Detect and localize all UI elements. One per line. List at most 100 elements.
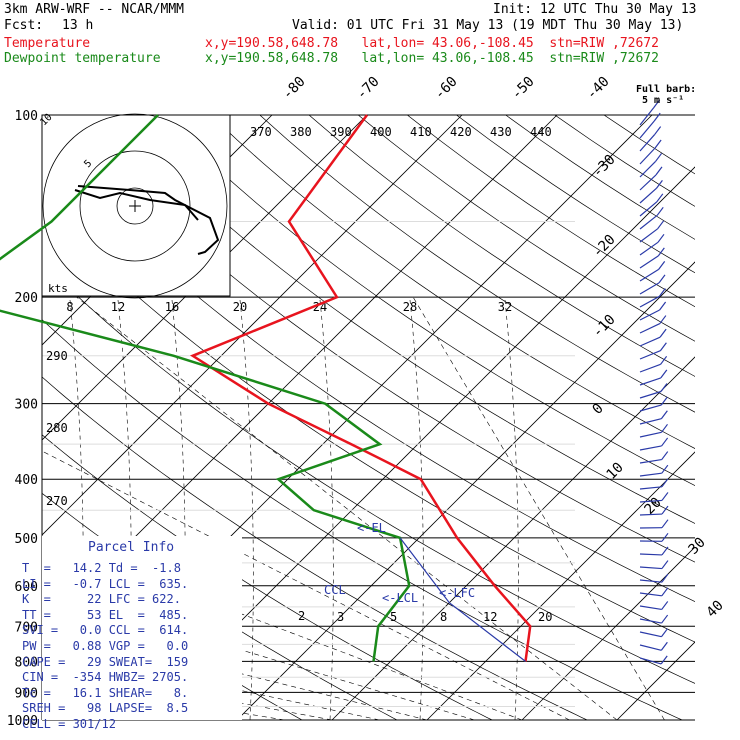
pressure-tick-label: 600 [15,580,38,595]
isotherm-label: -60 [432,74,461,103]
wind-barb-shaft [639,107,655,126]
temp-info: x,y=190.58,648.78 lat,lon= 43.06,-108.45… [205,36,659,51]
dew-info: x,y=190.58,648.78 lat,lon= 43.06,-108.45… [205,51,659,66]
wind-barb-shaft [639,214,658,230]
profile-dewpoint [0,114,411,662]
wind-barb-flag [655,179,663,189]
mixing-ratio-label: 3 [337,610,344,624]
barb-key-line2: 5 m s⁻¹ [642,95,685,106]
wind-barb-flag [661,614,669,624]
left-theta-label: 270 [46,494,68,508]
wind-barb-shaft [639,120,655,139]
isotherm-line [236,261,695,720]
hodograph-kts-label: kts [48,282,68,295]
wind-barb-flag [661,437,669,447]
wind-barb-flag [660,396,668,406]
wind-barb-flag [661,478,669,488]
wind-barb-shaft [639,644,662,651]
wind-barb-flag [659,315,667,324]
parcel-marker-label: <-LFC [439,586,475,600]
hodograph-ring [116,187,154,225]
moist-adiabat [42,623,428,720]
wind-barb-flag [661,532,669,542]
wind-barb-shaft [639,553,663,556]
wind-barb-flag [661,519,669,529]
init-time: Init: 12 UTC Thu 30 May 13 [493,2,697,17]
isotherm-line [616,641,695,720]
dry-adiabat [603,115,695,175]
wind-barb-flag [658,274,666,284]
theta-label: 430 [490,125,512,139]
wind-barb-shaft [639,147,656,165]
moist-adiabat [712,297,740,720]
dry-adiabat [210,115,695,449]
wind-barb-shaft [639,566,662,570]
wind-barb-flag [654,139,662,149]
parcel-row: SVI = 0.0 CCL = 614. [22,623,189,638]
pressure-tick-label: 700 [15,620,38,635]
wind-barb-flag [658,288,666,297]
wind-barb-flag [655,166,663,176]
wind-barb-shaft [639,657,662,665]
pressure-tick-label: 1000 [7,714,38,729]
wind-barb-shaft [639,458,662,464]
parcel-marker-label: CCL [324,583,346,597]
moist-adiabat [42,450,570,720]
wind-barb-flag [660,369,668,379]
wind-barb-shaft [639,579,662,583]
wind-barb-shaft [639,295,660,308]
isotherm-line [331,356,695,720]
pressure-tick-label: 400 [15,473,38,488]
parcel-row: K = 22 LFC = 622. [22,592,181,607]
wind-barb-shaft [639,377,662,386]
wind-barb-flag [661,628,668,638]
wind-barb-flag [661,492,669,501]
wind-barb-shaft [639,350,661,360]
pressure-tick-label: 800 [15,655,38,670]
wind-barb-shaft [639,390,662,399]
isotherm-label: -50 [509,74,538,103]
wind-barb-flag [661,573,669,583]
left-theta-label: 290 [46,349,68,363]
wind-barb-shaft [639,336,661,347]
wind-barb-shaft [639,431,662,438]
wind-barb-shaft [639,418,662,425]
wind-barb-flag [659,328,667,338]
wind-barb-shaft [639,445,662,451]
wind-barb-shaft [639,241,659,256]
wind-barb-flag [656,193,664,203]
dry-adiabat [407,115,695,308]
isotherm-label: -80 [280,74,309,103]
mixing-ratio-label: 12 [483,610,497,624]
parcel-row: CIN = -354 HWBZ= 2705. [22,670,189,685]
fcst-value: 13 h [62,18,94,33]
wind-barb-flag [653,99,661,109]
parcel-path [399,537,526,662]
mixing-ratio-label: 20 [538,610,552,624]
dry-adiabat [308,115,695,377]
wind-barb-flag [655,153,663,162]
theta-label: 370 [250,125,272,139]
parcel-row: TT = 53 EL = 485. [22,607,189,622]
wind-barb-shaft [639,486,662,490]
theta-label: 420 [450,125,472,139]
dew-legend: Dewpoint temperature [4,51,161,66]
wind-barb-flag [660,355,668,365]
wind-barb-flag [657,233,665,243]
isotherm-line [712,115,740,720]
dry-adiabat [161,115,695,486]
theta-label: 400 [370,125,392,139]
mixing-ratio-label: 8 [440,610,447,624]
fcst-label: Fcst: [4,18,44,33]
hodograph-ring [42,113,228,299]
wind-barb-flag [659,301,667,311]
wind-barb-shaft [639,282,660,295]
wind-barb-shaft [639,187,657,204]
theta-label: 380 [290,125,312,139]
hodograph-speed-label: 32 [498,300,512,314]
pressure-tick-label: 200 [15,291,38,306]
parcel-row: PW = 0.88 VGP = 0.0 [22,639,189,653]
parcel-row: Tc = 16.1 SHEAR= 8. [22,685,189,700]
